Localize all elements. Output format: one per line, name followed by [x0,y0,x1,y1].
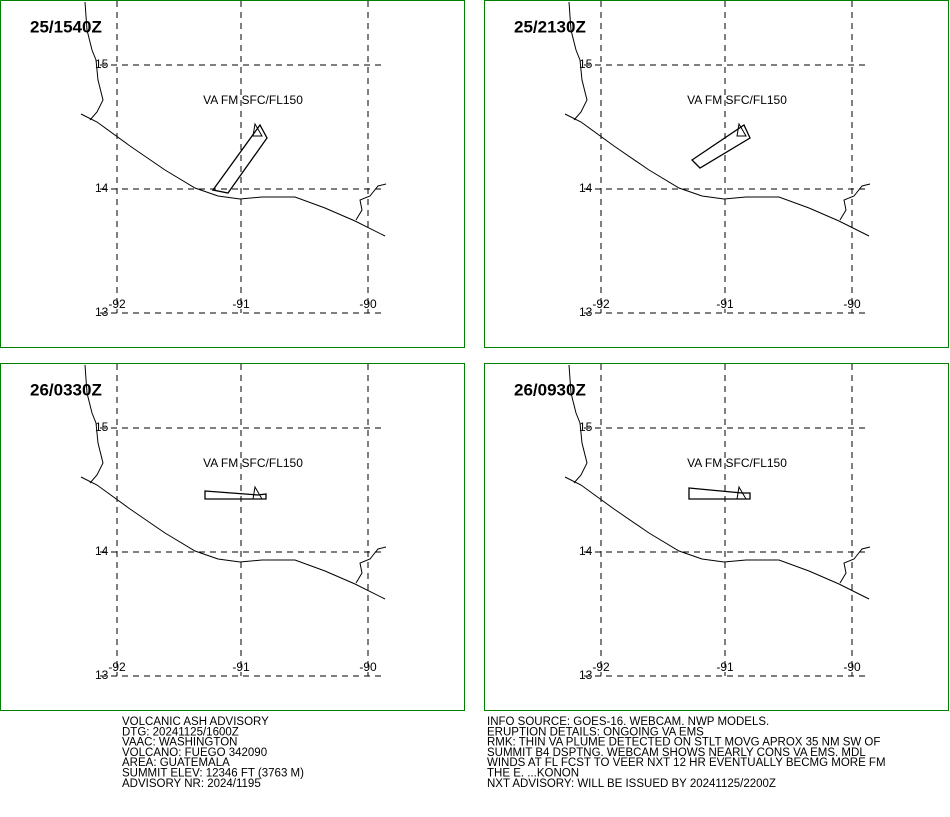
volcano-symbol [736,485,747,500]
advisory-line: ERUPTION DETAILS: ONGOING VA EMS [487,726,704,738]
lon-label: -92 [108,660,126,674]
lat-label: 13 [579,305,593,319]
advisory-line: AREA: GUATEMALA [122,757,230,769]
coastline [564,113,870,237]
advisory-line: THE E. ...KONON [487,768,579,780]
advisory-line: VAAC: WASHINGTON [122,737,237,749]
panel-border [484,363,949,711]
panel-border [0,363,465,711]
panel-time: 25/1540Z [30,17,102,36]
advisory-line: NXT ADVISORY: WILL BE ISSUED BY 20241125… [487,778,776,790]
lat-label: 15 [579,57,593,71]
border-line [84,364,104,484]
lat-label: 13 [579,668,593,682]
layer-label: VA FM SFC/FL150 [203,93,303,107]
layer-label: VA FM SFC/FL150 [687,456,787,470]
panel-time: 26/0930Z [514,380,586,399]
lon-label: -91 [716,660,734,674]
map-panel: 26/0330Z VA FM SFC/FL150 15 14 13-92 -91 -90 [0,363,465,711]
lat-label: 15 [95,420,109,434]
ash-plume [688,487,751,500]
lon-label: -91 [232,660,250,674]
border-line [355,183,387,221]
advisory-line: INFO SOURCE: GOES-16. WEBCAM. NWP MODELS… [487,716,769,728]
map-panel: 25/2130Z VA FM SFC/FL150 15 14 13-92 -91 -90 [484,0,949,348]
lon-label: -92 [592,297,610,311]
lon-label: -90 [359,660,377,674]
ash-plume [204,490,267,500]
border-line [568,364,588,484]
panel-time: 26/0330Z [30,380,102,399]
lat-label: 15 [95,57,109,71]
map-panel: 26/0930Z VA FM SFC/FL150 15 14 13-92 -91 -90 [484,363,949,711]
layer-label: VA FM SFC/FL150 [687,93,787,107]
lon-label: -91 [716,297,734,311]
advisory-line: WINDS AT FL FCST TO VEER NXT 12 HR EVENT… [487,757,886,769]
lon-label: -90 [843,297,861,311]
coastline [564,476,870,600]
border-line [84,1,104,121]
volcano-symbol [252,485,263,500]
advisory-line: ADVISORY NR: 2024/1195 [122,778,261,790]
lat-label: 13 [95,305,109,319]
lon-label: -90 [359,297,377,311]
map-panel: 25/1540Z VA FM SFC/FL150 15 14 13-92 -91 -90 [0,0,465,348]
volcano-symbol [736,122,747,137]
panel-time: 25/2130Z [514,17,586,36]
lat-label: 15 [579,420,593,434]
coastline [80,113,386,237]
coastline [80,476,386,600]
lat-label: 14 [579,544,593,558]
advisory-line: RMK: THIN VA PLUME DETECTED ON STLT MOVG… [487,737,880,749]
layer-label: VA FM SFC/FL150 [203,456,303,470]
lon-label: -91 [232,297,250,311]
advisory-line: SUMMIT B4 DSPTNG. WEBCAM SHOWS NEARLY CO… [487,747,866,759]
advisory-line: VOLCANO: FUEGO 342090 [122,747,267,759]
border-line [839,183,871,221]
advisory-line: SUMMIT ELEV: 12346 FT (3763 M) [122,768,304,780]
border-line [355,546,387,584]
lat-label: 14 [579,181,593,195]
panel-border [0,0,465,348]
panel-border [484,0,949,348]
lat-label: 14 [95,181,109,195]
volcano-symbol [252,122,263,137]
lat-label: 13 [95,668,109,682]
advisory-line: DTG: 20241125/1600Z [122,726,239,738]
advisory-line: VOLCANIC ASH ADVISORY [122,716,269,728]
border-line [839,546,871,584]
lon-label: -92 [592,660,610,674]
border-line [568,1,588,121]
lon-label: -90 [843,660,861,674]
ash-plume [690,124,751,169]
lat-label: 14 [95,544,109,558]
lon-label: -92 [108,297,126,311]
ash-plume [211,123,268,194]
